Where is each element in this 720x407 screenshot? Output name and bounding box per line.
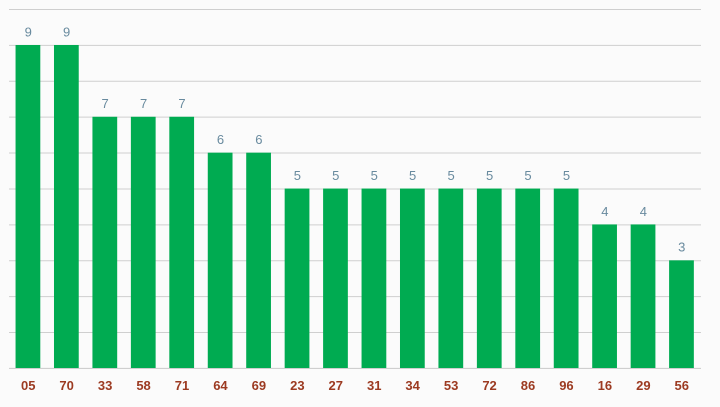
svg-text:6: 6 xyxy=(255,132,262,147)
svg-text:5: 5 xyxy=(486,168,493,183)
svg-text:71: 71 xyxy=(175,378,189,393)
svg-text:16: 16 xyxy=(598,378,612,393)
svg-text:7: 7 xyxy=(101,96,108,111)
svg-text:4: 4 xyxy=(640,204,647,219)
svg-text:9: 9 xyxy=(63,24,70,39)
svg-text:5: 5 xyxy=(447,168,454,183)
svg-text:86: 86 xyxy=(521,378,535,393)
svg-text:5: 5 xyxy=(294,168,301,183)
svg-text:56: 56 xyxy=(675,378,689,393)
svg-text:7: 7 xyxy=(140,96,147,111)
svg-text:64: 64 xyxy=(213,378,228,393)
svg-text:58: 58 xyxy=(136,378,150,393)
svg-text:6: 6 xyxy=(217,132,224,147)
svg-text:5: 5 xyxy=(524,168,531,183)
svg-text:34: 34 xyxy=(405,378,420,393)
svg-text:27: 27 xyxy=(329,378,343,393)
svg-text:05: 05 xyxy=(21,378,35,393)
svg-text:9: 9 xyxy=(25,24,32,39)
svg-text:31: 31 xyxy=(367,378,381,393)
svg-text:96: 96 xyxy=(559,378,573,393)
svg-text:33: 33 xyxy=(98,378,112,393)
svg-text:23: 23 xyxy=(290,378,304,393)
svg-text:5: 5 xyxy=(409,168,416,183)
svg-text:7: 7 xyxy=(178,96,185,111)
svg-text:5: 5 xyxy=(371,168,378,183)
svg-text:5: 5 xyxy=(332,168,339,183)
svg-text:70: 70 xyxy=(59,378,73,393)
svg-text:4: 4 xyxy=(601,204,608,219)
svg-text:53: 53 xyxy=(444,378,458,393)
svg-text:72: 72 xyxy=(482,378,496,393)
svg-text:3: 3 xyxy=(678,240,685,255)
svg-text:29: 29 xyxy=(636,378,650,393)
svg-text:5: 5 xyxy=(563,168,570,183)
svg-text:69: 69 xyxy=(252,378,266,393)
